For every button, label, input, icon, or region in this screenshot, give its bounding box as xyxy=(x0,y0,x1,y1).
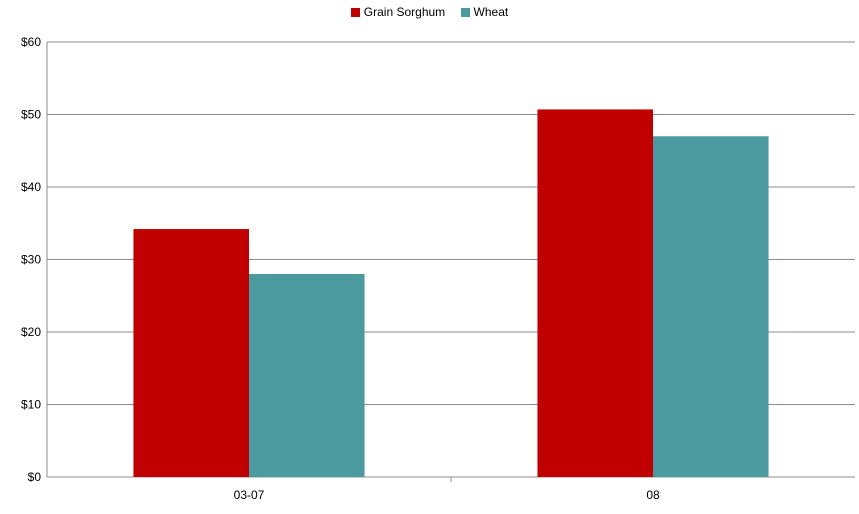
y-tick-label: $20 xyxy=(21,325,41,339)
legend-item-grain-sorghum: Grain Sorghum xyxy=(350,5,446,19)
y-tick-label: $30 xyxy=(21,253,41,267)
x-tick-label: 03-07 xyxy=(234,488,265,502)
legend-label-grain-sorghum: Grain Sorghum xyxy=(363,5,446,19)
legend-swatch-grain-sorghum xyxy=(350,7,360,17)
bar-wheat-08 xyxy=(653,136,769,477)
x-tick-label: 08 xyxy=(646,488,660,502)
y-tick-label: $10 xyxy=(21,398,41,412)
legend-swatch-wheat xyxy=(460,7,470,17)
legend-item-wheat: Wheat xyxy=(460,5,509,19)
y-tick-label: $50 xyxy=(21,108,41,122)
legend-label-wheat: Wheat xyxy=(473,5,509,19)
y-tick-label: $40 xyxy=(21,180,41,194)
y-tick-label: $60 xyxy=(21,35,41,49)
bar-grain-sorghum-08 xyxy=(537,109,653,478)
bar-grain-sorghum-03-07 xyxy=(133,229,249,477)
y-tick-label: $0 xyxy=(28,470,42,484)
bar-wheat-03-07 xyxy=(249,274,365,477)
legend: Grain Sorghum Wheat xyxy=(0,5,859,20)
